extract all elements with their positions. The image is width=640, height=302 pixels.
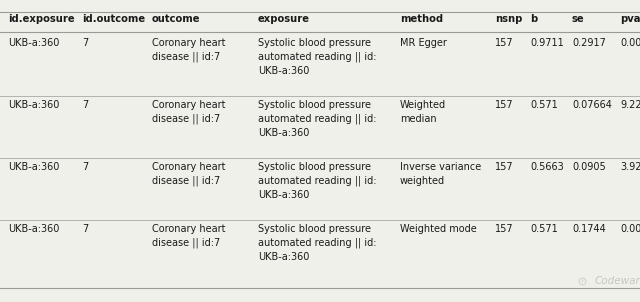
Text: Inverse variance
weighted: Inverse variance weighted (400, 162, 481, 186)
Text: exposure: exposure (258, 14, 310, 24)
Text: 0.001091: 0.001091 (620, 38, 640, 48)
Text: se: se (572, 14, 584, 24)
Text: Codewar: Codewar (595, 276, 640, 286)
Text: UKB-a:360: UKB-a:360 (8, 162, 60, 172)
Text: Coronary heart
disease || id:7: Coronary heart disease || id:7 (152, 100, 225, 124)
Text: Systolic blood pressure
automated reading || id:
UKB-a:360: Systolic blood pressure automated readin… (258, 38, 376, 76)
Text: Systolic blood pressure
automated reading || id:
UKB-a:360: Systolic blood pressure automated readin… (258, 100, 376, 139)
Text: 157: 157 (495, 38, 514, 48)
Text: outcome: outcome (152, 14, 200, 24)
Text: nsnp: nsnp (495, 14, 522, 24)
Text: 157: 157 (495, 100, 514, 110)
Text: 157: 157 (495, 224, 514, 234)
Text: 0.9711: 0.9711 (530, 38, 564, 48)
Text: 0.5663: 0.5663 (530, 162, 564, 172)
Text: b: b (530, 14, 537, 24)
Text: UKB-a:360: UKB-a:360 (8, 100, 60, 110)
Text: method: method (400, 14, 443, 24)
Text: 0.571: 0.571 (530, 224, 557, 234)
Text: 0.00131: 0.00131 (620, 224, 640, 234)
Text: id.exposure: id.exposure (8, 14, 75, 24)
Text: Coronary heart
disease || id:7: Coronary heart disease || id:7 (152, 38, 225, 63)
Text: ⚙: ⚙ (577, 276, 588, 289)
Text: 7: 7 (82, 38, 88, 48)
Text: Weighted mode: Weighted mode (400, 224, 477, 234)
Text: 7: 7 (82, 162, 88, 172)
Text: 0.0905: 0.0905 (572, 162, 605, 172)
Text: MR Egger: MR Egger (400, 38, 447, 48)
Text: 0.2917: 0.2917 (572, 38, 606, 48)
Text: Coronary heart
disease || id:7: Coronary heart disease || id:7 (152, 224, 225, 249)
Text: UKB-a:360: UKB-a:360 (8, 224, 60, 234)
Text: 7: 7 (82, 224, 88, 234)
Text: UKB-a:360: UKB-a:360 (8, 38, 60, 48)
Text: 157: 157 (495, 162, 514, 172)
Text: 0.07664: 0.07664 (572, 100, 612, 110)
Text: Coronary heart
disease || id:7: Coronary heart disease || id:7 (152, 162, 225, 187)
Text: 3.924e-10: 3.924e-10 (620, 162, 640, 172)
Text: 0.1744: 0.1744 (572, 224, 605, 234)
Text: 9.226e-14: 9.226e-14 (620, 100, 640, 110)
Text: Systolic blood pressure
automated reading || id:
UKB-a:360: Systolic blood pressure automated readin… (258, 162, 376, 201)
Text: 7: 7 (82, 100, 88, 110)
Text: pval: pval (620, 14, 640, 24)
Text: 0.571: 0.571 (530, 100, 557, 110)
Text: Systolic blood pressure
automated reading || id:
UKB-a:360: Systolic blood pressure automated readin… (258, 224, 376, 262)
Text: id.outcome: id.outcome (82, 14, 145, 24)
Text: Weighted
median: Weighted median (400, 100, 446, 124)
